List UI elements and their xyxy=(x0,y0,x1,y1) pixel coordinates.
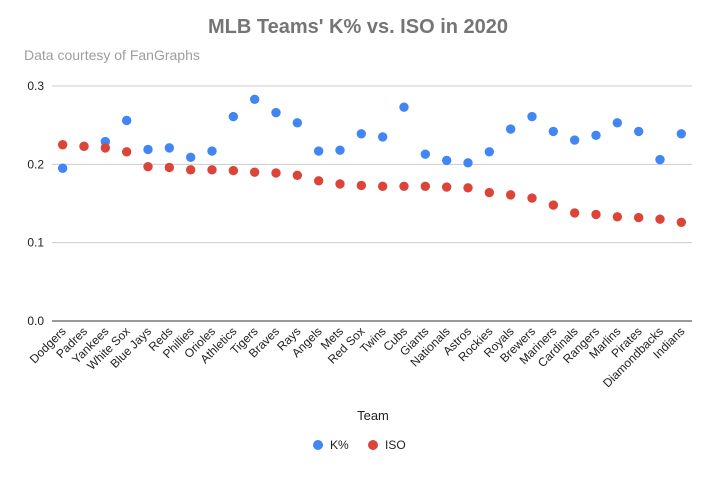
point-k xyxy=(164,143,175,153)
point-k xyxy=(313,146,324,156)
point-iso xyxy=(207,165,217,175)
point-k xyxy=(228,111,239,122)
point-k xyxy=(676,129,687,139)
point-iso xyxy=(441,182,452,192)
legend-marker xyxy=(313,440,323,450)
point-iso xyxy=(548,200,559,210)
x-axis-title: Team xyxy=(357,408,389,423)
point-iso xyxy=(249,167,260,177)
point-k xyxy=(655,154,665,165)
legend-marker xyxy=(368,440,378,450)
legend-item-k: K% xyxy=(313,438,349,452)
point-k xyxy=(527,111,537,122)
point-iso xyxy=(121,147,132,157)
y-tick-label: 0.0 xyxy=(27,314,44,328)
point-k xyxy=(271,107,281,118)
point-iso xyxy=(591,209,601,220)
point-k xyxy=(143,144,153,155)
point-k xyxy=(463,158,473,168)
point-iso xyxy=(313,176,324,186)
point-iso xyxy=(676,217,687,227)
point-iso xyxy=(463,183,473,193)
point-k xyxy=(356,129,367,139)
point-k xyxy=(548,126,559,137)
point-iso xyxy=(399,181,409,191)
point-iso xyxy=(569,208,580,218)
point-iso xyxy=(79,141,89,152)
point-iso xyxy=(292,170,303,180)
gridlines xyxy=(52,85,692,322)
point-k xyxy=(335,145,345,155)
point-iso xyxy=(164,162,175,173)
point-k xyxy=(569,135,580,145)
y-tick-label: 0.2 xyxy=(27,157,44,171)
point-iso xyxy=(335,179,345,189)
y-axis-tick-labels: 0.0 0.1 0.2 0.3 xyxy=(27,79,44,328)
point-iso xyxy=(527,193,537,203)
point-iso xyxy=(356,180,367,191)
point-iso xyxy=(228,165,239,176)
legend-label: K% xyxy=(330,438,349,452)
point-k xyxy=(185,152,196,162)
point-iso xyxy=(612,212,623,222)
point-k xyxy=(591,130,601,141)
point-iso xyxy=(505,190,516,200)
point-k xyxy=(207,146,217,156)
chart-subtitle: Data courtesy of FanGraphs xyxy=(24,47,200,63)
point-k xyxy=(121,115,132,126)
legend: K% ISO xyxy=(313,438,406,452)
point-iso xyxy=(271,168,281,178)
point-k xyxy=(633,126,644,137)
y-tick-label: 0.3 xyxy=(27,79,44,93)
point-k xyxy=(249,94,260,105)
point-iso xyxy=(377,181,388,191)
chart-title: MLB Teams' K% vs. ISO in 2020 xyxy=(208,16,508,38)
data-points xyxy=(57,94,687,227)
point-k xyxy=(441,155,452,166)
point-k xyxy=(612,118,623,128)
y-tick-label: 0.1 xyxy=(27,236,44,250)
point-k xyxy=(484,147,495,157)
point-k xyxy=(399,102,409,112)
point-iso xyxy=(185,165,196,175)
point-iso xyxy=(420,181,431,191)
point-k xyxy=(57,163,68,173)
point-iso xyxy=(57,140,68,150)
point-iso xyxy=(143,161,153,172)
point-k xyxy=(420,149,431,159)
point-iso xyxy=(100,143,111,153)
point-k xyxy=(377,132,388,142)
legend-item-iso: ISO xyxy=(368,438,406,452)
point-k xyxy=(292,118,303,128)
point-iso xyxy=(484,187,495,198)
point-k xyxy=(505,124,516,134)
point-iso xyxy=(655,214,665,224)
legend-label: ISO xyxy=(385,438,406,452)
point-iso xyxy=(633,212,644,223)
